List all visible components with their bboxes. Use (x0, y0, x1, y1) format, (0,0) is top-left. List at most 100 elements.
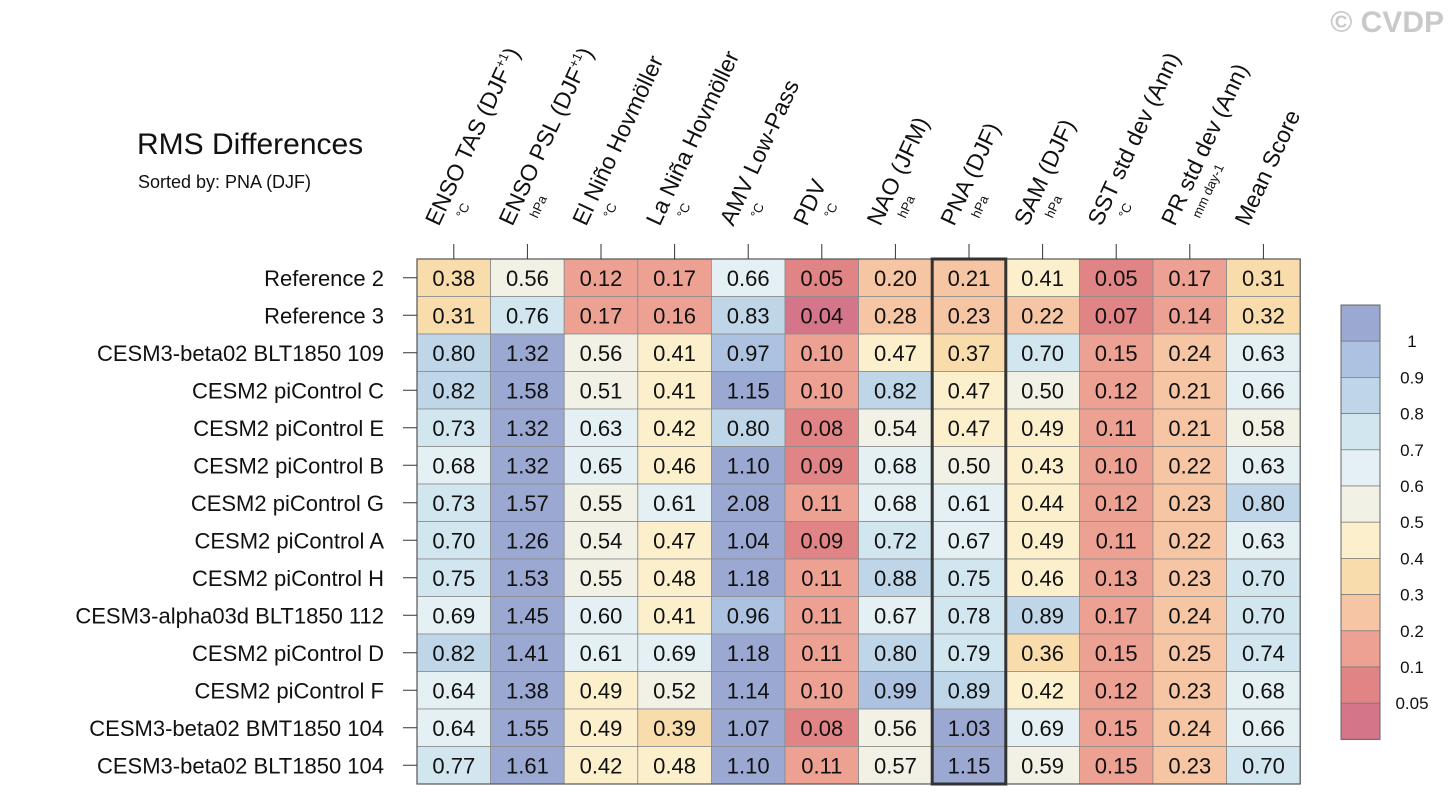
heatmap-cell (858, 296, 933, 335)
row-label: CESM2 piControl A (194, 528, 384, 553)
cell-value-label: 0.80 (874, 641, 917, 666)
column-unit-label: °C (600, 201, 620, 221)
heatmap-cell (1226, 408, 1301, 447)
heatmap-cell (1079, 596, 1154, 635)
chart-subtitle: Sorted by: PNA (DJF) (138, 172, 312, 192)
heatmap-cell (563, 746, 639, 785)
heatmap-cell (1079, 371, 1154, 410)
cell-value-label: 0.67 (948, 528, 991, 553)
heatmap-cell (1152, 371, 1227, 410)
cell-value-label: 0.49 (580, 716, 623, 741)
heatmap-cell (858, 746, 933, 785)
heatmap-cell (416, 333, 491, 372)
cell-value-label: 0.12 (1095, 491, 1138, 516)
cell-value-label: 0.88 (874, 566, 917, 591)
colorbar-tick-label: 0.7 (1400, 441, 1424, 460)
heatmap-cell (858, 708, 933, 747)
heatmap-cell (931, 408, 1007, 447)
heatmap-cell (1079, 446, 1154, 485)
colorbar-tick-label: 1 (1407, 332, 1416, 351)
cell-value-label: 0.99 (874, 678, 917, 703)
cell-value-label: 0.08 (800, 716, 843, 741)
cell-value-label: 0.50 (1021, 378, 1064, 403)
cell-value-label: 0.57 (874, 753, 917, 778)
cell-value-label: 1.32 (506, 341, 549, 366)
cell-value-label: 0.17 (1095, 603, 1138, 628)
heatmap-cell (1005, 671, 1080, 710)
cell-value-label: 1.03 (948, 716, 991, 741)
cell-value-label: 0.47 (874, 341, 917, 366)
cell-value-label: 1.61 (506, 753, 549, 778)
colorbar-segment (1340, 702, 1381, 740)
heatmap-cell (931, 258, 1007, 297)
heatmap-cell (1152, 483, 1227, 522)
heatmap-cell (1226, 258, 1301, 297)
cell-value-label: 0.14 (1168, 303, 1211, 328)
cell-value-label: 0.23 (1168, 678, 1211, 703)
cell-value-label: 0.64 (432, 678, 475, 703)
row-label: CESM3-beta02 BLT1850 104 (97, 753, 384, 778)
cell-value-label: 0.44 (1021, 491, 1064, 516)
cell-value-label: 0.50 (948, 453, 991, 478)
cell-value-label: 1.15 (948, 753, 991, 778)
cell-value-label: 0.23 (1168, 753, 1211, 778)
cell-value-label: 0.60 (580, 603, 623, 628)
cell-value-label: 0.10 (800, 341, 843, 366)
heatmap-cell (563, 371, 639, 410)
cell-value-label: 0.21 (1168, 378, 1211, 403)
heatmap-cell (1226, 558, 1301, 597)
colorbar-tick-label: 0.9 (1400, 368, 1424, 387)
colorbar-tick-label: 0.05 (1395, 694, 1428, 713)
cell-value-label: 0.42 (653, 416, 696, 441)
heatmap-cell (637, 333, 712, 372)
heatmap-cell (490, 633, 565, 672)
heatmap-cell (637, 746, 712, 785)
row-label: Reference 2 (264, 266, 384, 291)
heatmap-cell (1152, 521, 1227, 560)
cell-value-label: 0.28 (874, 303, 917, 328)
cell-value-label: 1.14 (727, 678, 770, 703)
colorbar-tick-label: 0.8 (1400, 405, 1424, 424)
heatmap-cell (1079, 408, 1154, 447)
cell-value-label: 0.68 (874, 453, 917, 478)
cell-value-label: 0.68 (1242, 678, 1285, 703)
cell-value-label: 0.24 (1168, 341, 1211, 366)
cell-value-label: 0.22 (1168, 453, 1211, 478)
heatmap-cell (1152, 296, 1227, 335)
cell-value-label: 0.42 (1021, 678, 1064, 703)
column-unit-label: °C (674, 201, 694, 221)
cell-value-label: 0.41 (653, 341, 696, 366)
cell-value-label: 0.73 (432, 491, 475, 516)
colorbar-tick-label: 0.6 (1400, 477, 1424, 496)
heatmap-cell (711, 371, 786, 410)
heatmap-cell (858, 446, 933, 485)
heatmap-cell (1226, 633, 1301, 672)
cell-value-label: 0.56 (580, 341, 623, 366)
cell-value-label: 0.22 (1168, 528, 1211, 553)
heatmap-cell (1152, 708, 1227, 747)
cell-value-label: 0.05 (800, 266, 843, 291)
heatmap-cell (563, 671, 639, 710)
cell-value-label: 1.58 (506, 378, 549, 403)
heatmap-cell (784, 558, 859, 597)
heatmap-cell (637, 521, 712, 560)
heatmap-cell (784, 521, 859, 560)
heatmap-cell (1079, 746, 1154, 785)
colorbar-tick-label: 0.5 (1400, 513, 1424, 532)
colorbar-tick-label: 0.3 (1400, 586, 1424, 605)
heatmap-frame (416, 258, 1301, 785)
cell-value-label: 0.63 (1242, 341, 1285, 366)
cell-value-label: 0.05 (1095, 266, 1138, 291)
heatmap-cell (637, 408, 712, 447)
heatmap-cell (637, 558, 712, 597)
heatmap-cell (563, 596, 639, 635)
colorbar-segment (1340, 340, 1381, 378)
cell-value-label: 0.58 (1242, 416, 1285, 441)
cell-value-label: 0.11 (1096, 416, 1137, 441)
cell-value-label: 0.54 (874, 416, 917, 441)
column-unit-label: °C (453, 201, 473, 221)
heatmap-cell (1079, 633, 1154, 672)
cell-value-label: 0.15 (1095, 716, 1138, 741)
heatmap-cell (416, 671, 491, 710)
column-label: PDV (788, 175, 832, 229)
